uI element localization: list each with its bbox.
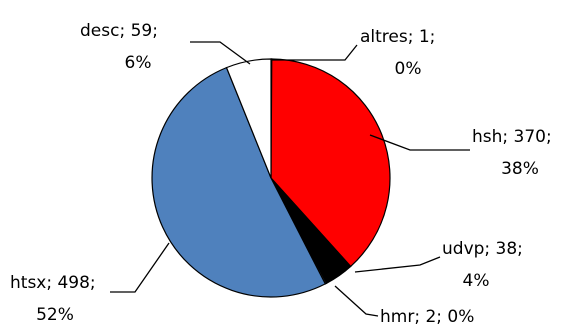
data-label-hsh: hsh; 370; [472, 127, 552, 147]
data-label-hmr: hmr; 2; 0% [380, 307, 474, 327]
data-label-percent-htsx: 52% [36, 305, 74, 325]
data-label-percent-desc: 6% [125, 53, 152, 73]
leader-line-altres [272, 44, 358, 61]
data-label-altres: altres; 1; [360, 27, 435, 47]
leader-line-desc [190, 41, 251, 65]
slice-htsx [151, 66, 327, 298]
data-label-desc: desc; 59; [80, 21, 158, 41]
slice-hsh [270, 58, 391, 268]
pie-slices [151, 58, 391, 298]
leader-lines [110, 41, 470, 317]
leader-line-hsh [369, 134, 470, 151]
data-label-percent-altres: 0% [395, 59, 422, 79]
leader-line-udvp [354, 256, 441, 273]
data-label-udvp: udvp; 38; [442, 239, 523, 259]
data-label-htsx: htsx; 498; [10, 273, 96, 293]
leader-line-htsx [110, 242, 170, 293]
data-label-percent-udvp: 4% [463, 271, 490, 291]
data-label-percent-hsh: 38% [501, 159, 539, 179]
slice-desc [225, 58, 272, 179]
data-labels: altres; 1; 0% hsh; 370; 38% udvp; 38; 4% hmr; … [10, 21, 552, 327]
leader-line-hmr [334, 285, 379, 317]
